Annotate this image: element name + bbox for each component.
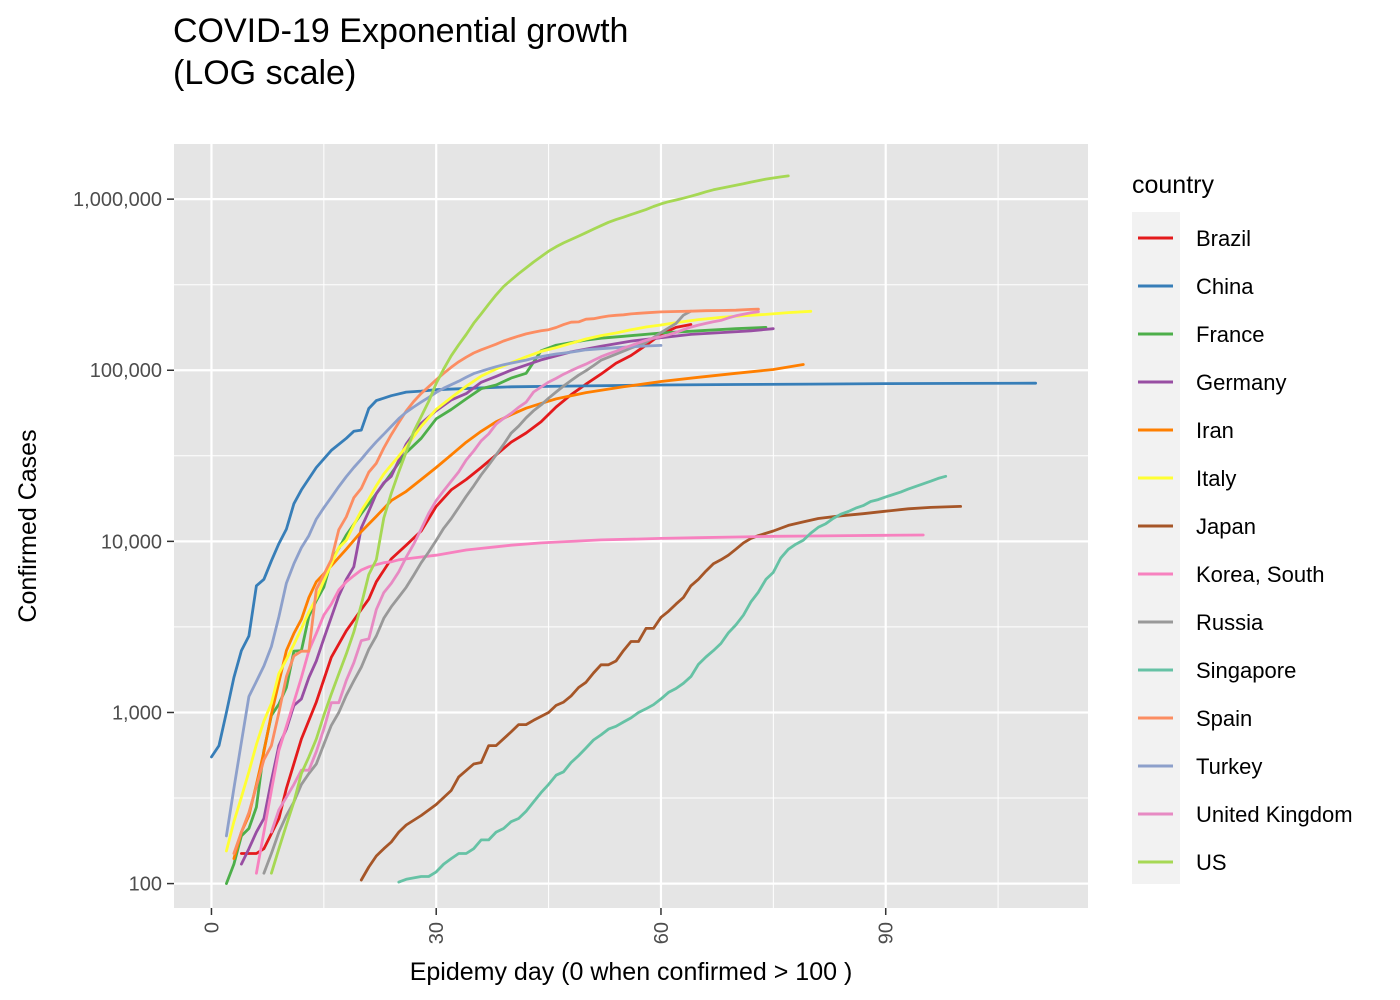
legend-label-germany: Germany [1196,370,1286,395]
x-axis: 0 30 60 90 [201,908,898,944]
legend-label-russia: Russia [1196,610,1264,635]
legend-key-background [1132,212,1180,884]
y-tick-label: 1,000 [112,702,162,724]
legend-label-spain: Spain [1196,706,1252,731]
legend-label-united-kingdom: United Kingdom [1196,802,1353,827]
series-line-spain [232,307,760,855]
series-line-singapore [397,474,948,884]
legend-label-turkey: Turkey [1196,754,1262,779]
y-tick-label: 100 [129,874,162,896]
legend-label-italy: Italy [1196,466,1236,491]
legend-title: country [1132,171,1214,199]
legend-label-japan: Japan [1196,514,1256,539]
legend-label-brazil: Brazil [1196,226,1251,251]
x-tick-label: 90 [876,922,898,944]
chart-title: COVID-19 Exponential growth [173,12,628,50]
legend-label-korea-south: Korea, South [1196,562,1324,587]
series-line-korea-south [254,533,925,875]
legend-label-us: US [1196,850,1227,875]
y-tick-label: 1,000,000 [73,189,162,211]
plot-panel [174,144,1088,908]
legend-label-china: China [1196,274,1254,299]
series-line-turkey [225,344,663,838]
legend-label-singapore: Singapore [1196,658,1296,683]
x-axis-title: Epidemy day (0 when confirmed > 100 ) [410,958,853,986]
series-line-russia [262,309,693,875]
legend-items: Brazil China France Germany Iran Italy Japan Ko… [1138,226,1353,875]
series-line-us [270,174,790,875]
series-line-iran [232,363,805,860]
legend: country Brazil China France Germany Iran Ital… [1132,171,1353,884]
x-tick-label: 60 [651,922,673,944]
legend-label-iran: Iran [1196,418,1234,443]
y-axis: 100 1,000 10,000 100,000 1,000,000 [73,189,174,896]
series-line-united-kingdom [270,310,760,834]
series-layer [210,174,1037,885]
chart-subtitle: (LOG scale) [173,54,356,92]
y-axis-title: Confirmed Cases [14,429,42,622]
y-tick-label: 10,000 [101,531,162,553]
x-tick-label: 30 [426,922,448,944]
legend-label-france: France [1196,322,1264,347]
series-line-japan [359,505,962,882]
x-tick-label: 0 [201,922,223,933]
series-line-brazil [240,323,693,855]
y-tick-label: 100,000 [90,360,162,382]
